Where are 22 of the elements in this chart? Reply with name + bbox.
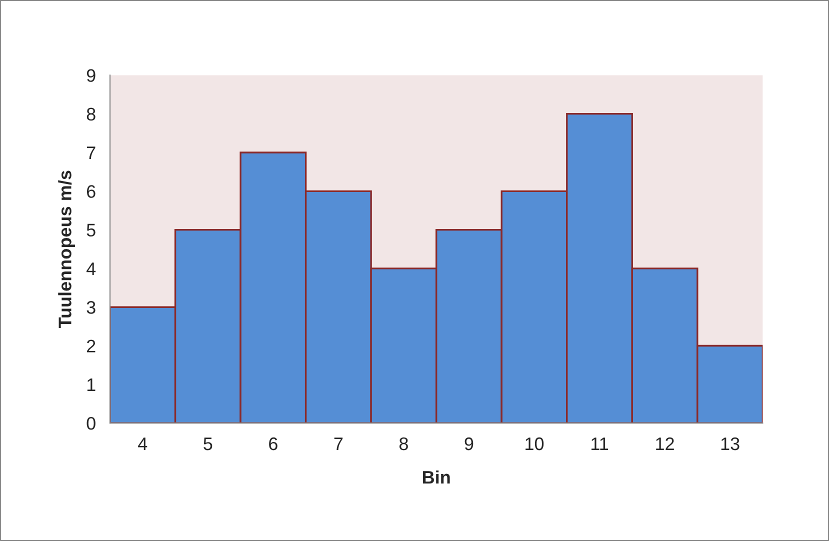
x-tick-label: 11 <box>592 438 608 450</box>
y-tick-label: 1 <box>87 378 96 391</box>
y-tick-label: 0 <box>86 416 96 430</box>
y-tick-label: 9 <box>86 69 96 82</box>
y-tick-label: 5 <box>86 224 96 237</box>
x-tick-label: 5 <box>204 438 212 450</box>
y-tick-label: 4 <box>86 262 96 275</box>
y-tick-label: 3 <box>86 301 96 314</box>
x-tick-label: 12 <box>656 437 674 450</box>
x-tick-label: 8 <box>399 437 408 450</box>
y-tick-label: 7 <box>87 146 96 160</box>
x-tick-label: 13 <box>721 437 740 450</box>
x-tick-label: 4 <box>138 438 148 450</box>
x-tick-label: 10 <box>526 437 544 450</box>
y-tick-label: 6 <box>86 185 96 198</box>
y-tick-label: 2 <box>86 340 96 352</box>
x-axis-title: Bin <box>423 470 450 484</box>
x-tick-label: 9 <box>464 437 474 450</box>
y-tick-label: 8 <box>86 108 96 121</box>
x-tick-label: 7 <box>334 438 343 450</box>
x-tick-label: 6 <box>269 437 278 450</box>
y-axis-title: Tuulennopeus m/s <box>58 170 75 328</box>
